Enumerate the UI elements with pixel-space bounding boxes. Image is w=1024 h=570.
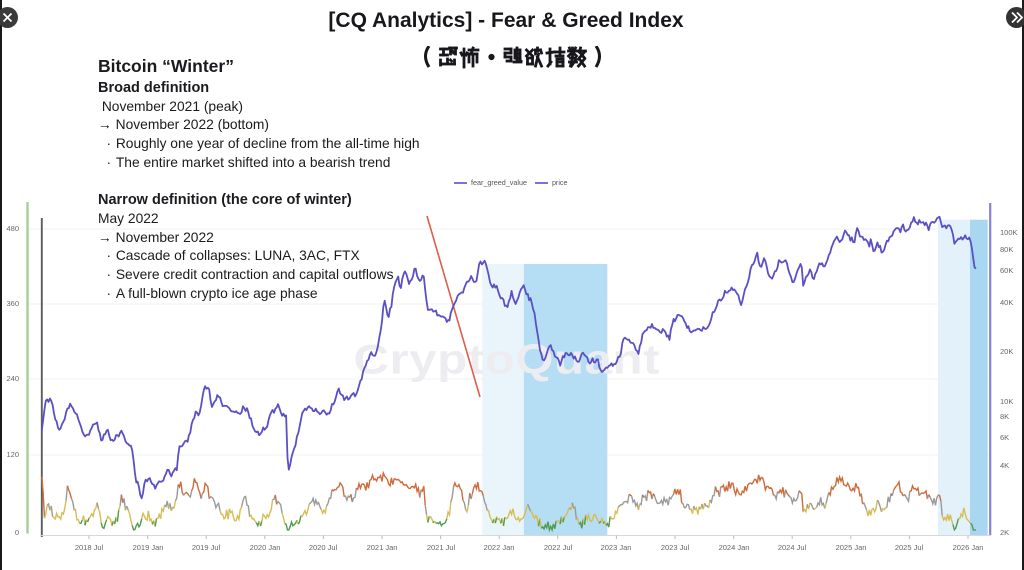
svg-text:CryptoQuant: CryptoQuant bbox=[354, 336, 661, 383]
